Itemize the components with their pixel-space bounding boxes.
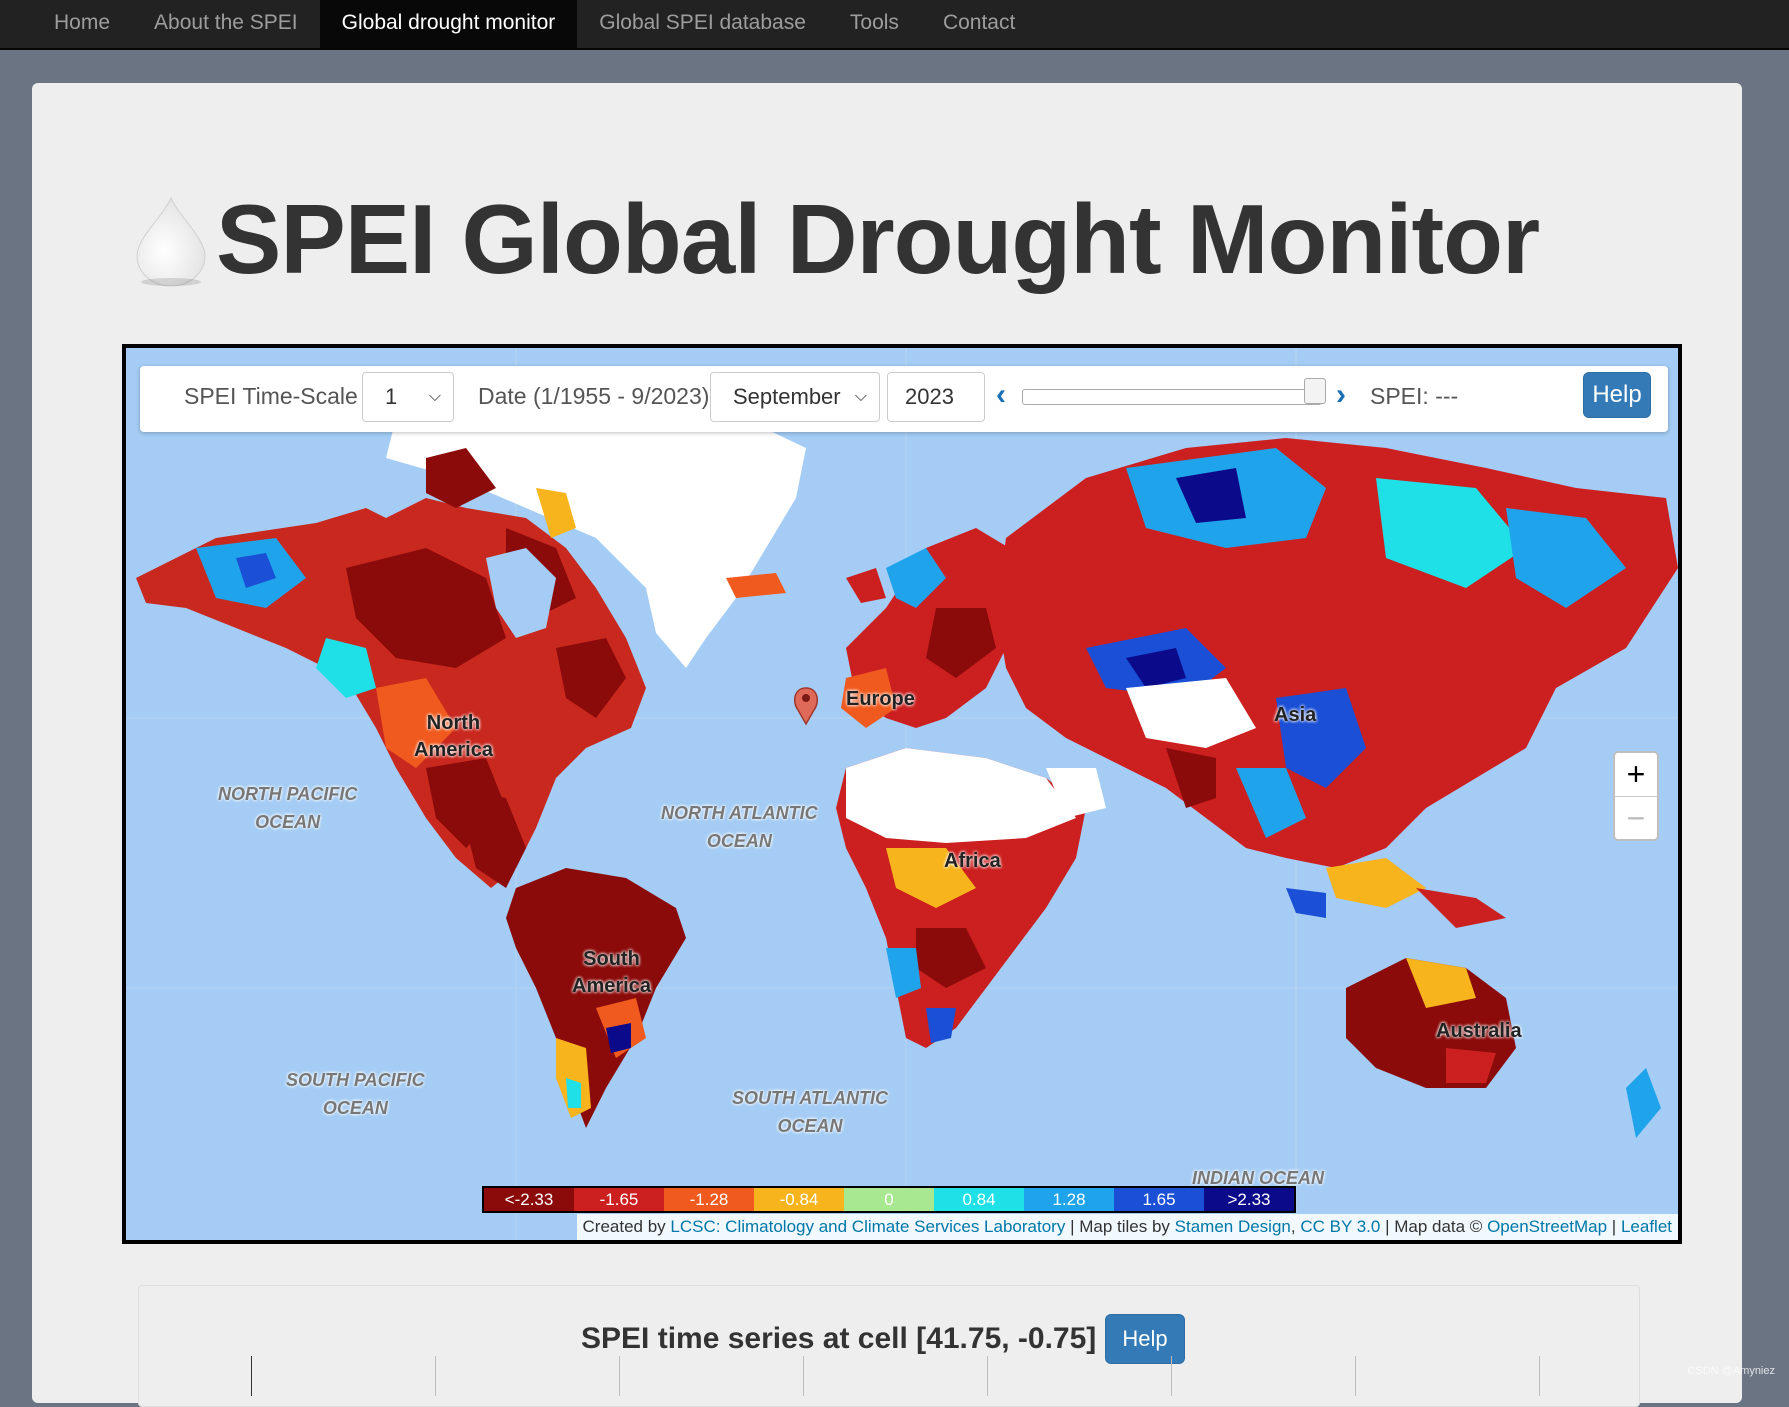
osm-link[interactable]: OpenStreetMap	[1487, 1217, 1608, 1236]
chart-gridline	[1539, 1356, 1540, 1396]
greenland-land	[386, 406, 806, 668]
label-south-america-line2: America	[572, 975, 651, 997]
label-indian-ocean: INDIAN OCEAN	[1192, 1168, 1325, 1188]
europe-land	[841, 528, 1026, 728]
label-north-atlantic-line1: NORTH ATLANTIC	[661, 803, 818, 823]
lcsc-link[interactable]: LCSC: Climatology and Climate Services L…	[670, 1217, 1066, 1236]
legend-cell: -1.28	[664, 1188, 754, 1211]
map-attribution: Created by LCSC: Climatology and Climate…	[576, 1214, 1678, 1240]
navbar: Home About the SPEI Global drought monit…	[0, 0, 1789, 50]
map-canvas[interactable]	[126, 348, 1678, 1240]
attribution-sep1: | Map tiles by	[1065, 1217, 1175, 1236]
month-select[interactable]: September ⌵	[710, 372, 880, 422]
label-south-pacific-line2: OCEAN	[322, 1098, 388, 1118]
chart-gridline	[1171, 1356, 1172, 1396]
zoom-out-button[interactable]: −	[1626, 800, 1646, 836]
spei-readout: SPEI: ---	[1370, 383, 1459, 409]
map-help-button[interactable]: Help	[1583, 372, 1651, 418]
chart-gridline	[435, 1356, 436, 1396]
label-south-atlantic-line1: SOUTH ATLANTIC	[732, 1088, 888, 1108]
date-label: Date (1/1955 - 9/2023)	[478, 383, 710, 409]
nav-global-spei-database[interactable]: Global SPEI database	[599, 11, 806, 34]
label-south-america-line1: South	[583, 948, 640, 970]
timeseries-title: SPEI time series at cell [41.75, -0.75]	[581, 1322, 1097, 1355]
label-north-pacific-line2: OCEAN	[255, 812, 321, 832]
timeseries-panel: SPEI time series at cell [41.75, -0.75] …	[138, 1285, 1640, 1407]
stamen-link[interactable]: Stamen Design	[1174, 1217, 1291, 1236]
date-slider-track[interactable]	[1022, 389, 1322, 405]
chevron-down-icon: ⌵	[854, 388, 867, 405]
chevron-left-icon[interactable]: ‹	[996, 378, 1006, 411]
year-input[interactable]: 2023	[887, 372, 985, 422]
nav-global-drought-monitor[interactable]: Global drought monitor	[319, 0, 578, 48]
label-north-atlantic-line2: OCEAN	[706, 831, 772, 851]
chart-gridline	[987, 1356, 988, 1396]
legend-cell: 1.65	[1114, 1188, 1204, 1211]
label-north-america: North America	[414, 710, 493, 764]
south-america-land	[506, 868, 686, 1128]
nav-about-spei[interactable]: About the SPEI	[154, 11, 298, 34]
legend-cell: <-2.33	[484, 1188, 574, 1211]
southeast-asia-land	[1286, 858, 1506, 928]
nav-tools[interactable]: Tools	[849, 11, 899, 34]
legend-cell: -1.65	[574, 1188, 664, 1211]
chevron-down-icon: ⌵	[428, 388, 441, 405]
label-north-america-line1: North	[426, 712, 481, 734]
page-title: SPEI Global Drought Monitor	[216, 184, 1540, 294]
watermark: CSDN @Amyniez	[1687, 1365, 1775, 1377]
legend-cell: -0.84	[754, 1188, 844, 1211]
attribution-sep2: | Map data ©	[1380, 1217, 1488, 1236]
attribution-comma: ,	[1290, 1217, 1301, 1236]
legend-cell: 1.28	[1024, 1188, 1114, 1211]
zoom-control: + −	[1613, 751, 1659, 841]
label-south-america: South America	[572, 946, 651, 1000]
date-slider-handle[interactable]	[1304, 378, 1326, 404]
label-north-atlantic: NORTH ATLANTIC OCEAN	[661, 799, 818, 855]
asia-land	[996, 438, 1678, 868]
water-drop-icon	[136, 196, 206, 286]
legend-cell: >2.33	[1204, 1188, 1294, 1211]
label-africa: Africa	[944, 850, 1001, 872]
leaflet-link[interactable]: Leaflet	[1620, 1217, 1672, 1236]
nav-contact[interactable]: Contact	[942, 11, 1016, 34]
attribution-sep3: |	[1607, 1217, 1621, 1236]
label-south-atlantic-line2: OCEAN	[777, 1116, 843, 1136]
chart-gridline	[619, 1356, 620, 1396]
month-value: September	[733, 384, 841, 409]
chart-axis-line	[251, 1356, 252, 1396]
map-controls-bar: SPEI Time-Scale 1 ⌵ Date (1/1955 - 9/202…	[140, 366, 1668, 432]
label-south-pacific-line1: SOUTH PACIFIC	[286, 1070, 425, 1090]
timescale-select[interactable]: 1 ⌵	[362, 372, 454, 422]
legend-cell: 0	[844, 1188, 934, 1211]
drought-map[interactable]: North America South America Europe Afric…	[122, 344, 1682, 1244]
spei-legend: <-2.33 -1.65 -1.28 -0.84 0 0.84 1.28 1.65 >2.33	[482, 1186, 1296, 1213]
africa-land	[836, 748, 1086, 1048]
label-south-atlantic: SOUTH ATLANTIC OCEAN	[732, 1084, 888, 1140]
map-pin-icon[interactable]	[793, 687, 819, 726]
chart-gridline	[1355, 1356, 1356, 1396]
label-asia: Asia	[1274, 704, 1317, 726]
australia-land	[1346, 958, 1516, 1088]
timescale-label: SPEI Time-Scale	[184, 383, 358, 409]
main-container: SPEI Global Drought Monitor	[32, 83, 1742, 1407]
chart-gridline	[803, 1356, 804, 1396]
nav-home[interactable]: Home	[54, 11, 111, 34]
cc-link[interactable]: CC BY 3.0	[1300, 1217, 1381, 1236]
attribution-prefix: Created by	[582, 1217, 671, 1236]
label-south-pacific: SOUTH PACIFIC OCEAN	[286, 1066, 425, 1122]
legend-cell: 0.84	[934, 1188, 1024, 1211]
year-value: 2023	[905, 384, 954, 409]
label-north-pacific-line1: NORTH PACIFIC	[218, 784, 358, 804]
label-europe: Europe	[846, 688, 915, 710]
zoom-in-button[interactable]: +	[1615, 753, 1657, 797]
timescale-value: 1	[385, 384, 398, 409]
timeseries-help-button[interactable]: Help	[1105, 1314, 1185, 1364]
chevron-right-icon[interactable]: ›	[1336, 378, 1346, 411]
label-north-america-line2: America	[414, 739, 493, 761]
page-header: SPEI Global Drought Monitor	[132, 183, 1540, 296]
label-north-pacific: NORTH PACIFIC OCEAN	[218, 780, 357, 836]
label-australia: Australia	[1436, 1020, 1522, 1042]
